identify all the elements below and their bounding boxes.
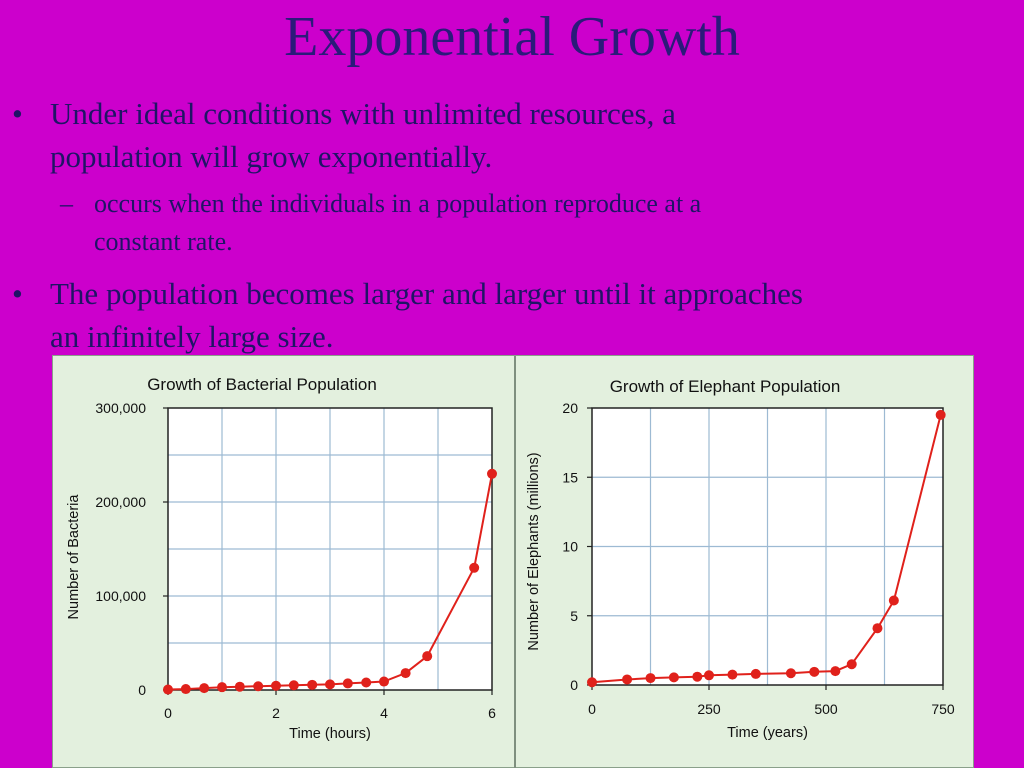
data-point (199, 683, 210, 694)
data-point (704, 670, 714, 681)
x-tick-label: 2 (272, 705, 280, 721)
data-point (307, 679, 318, 690)
data-point (750, 668, 761, 679)
data-point (400, 668, 411, 679)
bullet-2-line-2: an infinitely large size. (50, 319, 334, 354)
y-tick-label: 0 (570, 677, 578, 693)
x-tick-label: 4 (380, 705, 388, 721)
data-point (935, 409, 946, 420)
data-point (342, 678, 353, 689)
slide-title: Exponential Growth (284, 6, 740, 68)
y-tick-label: 10 (562, 539, 578, 555)
y-tick-label: 20 (562, 400, 578, 416)
x-tick-label: 6 (488, 705, 496, 721)
data-point (872, 623, 883, 634)
data-point (727, 669, 738, 680)
chart-title: Growth of Elephant Population (610, 377, 841, 396)
data-point (271, 680, 281, 691)
charts-divider (514, 356, 516, 768)
y-tick-label: 5 (570, 608, 578, 624)
x-tick-label: 0 (164, 705, 172, 721)
bullet-1: • Under ideal conditions with unlimited … (12, 92, 1010, 178)
sub-bullet-marker: – (60, 189, 73, 218)
data-point (234, 681, 245, 692)
data-point (692, 671, 703, 682)
data-point (622, 674, 633, 685)
x-tick-label: 250 (697, 701, 721, 717)
data-point (668, 672, 679, 683)
bullet-2: • The population becomes larger and larg… (12, 272, 1020, 358)
data-point (379, 676, 389, 687)
data-point (487, 468, 497, 479)
data-point (288, 680, 299, 691)
plot-frame (167, 407, 493, 691)
bullet-1-line-2: population will grow exponentially. (50, 139, 493, 174)
data-point (180, 684, 191, 695)
bullet-2-line-1: The population becomes larger and larger… (50, 276, 803, 311)
y-tick-label: 100,000 (95, 588, 146, 604)
data-point (587, 677, 597, 688)
data-point (830, 666, 841, 677)
data-point (325, 679, 335, 690)
data-point (361, 677, 372, 688)
data-point (888, 595, 899, 606)
y-tick-label: 15 (562, 469, 578, 485)
y-tick-label: 200,000 (95, 494, 146, 510)
chart-title: Growth of Bacterial Population (147, 375, 377, 394)
data-point (422, 651, 433, 662)
x-axis-label: Time (years) (727, 725, 808, 741)
x-tick-label: 0 (588, 701, 596, 717)
data-point (163, 684, 173, 695)
data-point (469, 562, 480, 573)
x-tick-label: 750 (931, 701, 955, 717)
data-point (785, 668, 796, 679)
x-axis-label: Time (hours) (289, 726, 371, 742)
chart-2: 0 250 500 750 0 5 10 15 20 Growth of Elephant Pop… (526, 377, 955, 741)
data-point (253, 681, 264, 692)
bullet-marker: • (12, 276, 23, 311)
data-point (809, 666, 820, 677)
sub-bullet-1-line-2: constant rate. (94, 227, 233, 256)
sub-bullet-1: – occurs when the individuals in a popul… (60, 185, 1014, 261)
data-point (846, 659, 857, 670)
bullet-marker: • (12, 96, 23, 131)
data-point (217, 682, 227, 693)
y-axis-label: Number of Elephants (millions) (526, 452, 542, 650)
sub-bullet-1-line-1: occurs when the individuals in a populat… (94, 189, 702, 218)
y-tick-label: 0 (138, 682, 146, 698)
y-tick-label: 300,000 (95, 400, 146, 416)
data-point (645, 673, 656, 684)
bullet-1-line-1: Under ideal conditions with unlimited re… (50, 96, 676, 131)
x-tick-label: 500 (814, 701, 838, 717)
y-axis-label: Number of Bacteria (66, 494, 82, 620)
